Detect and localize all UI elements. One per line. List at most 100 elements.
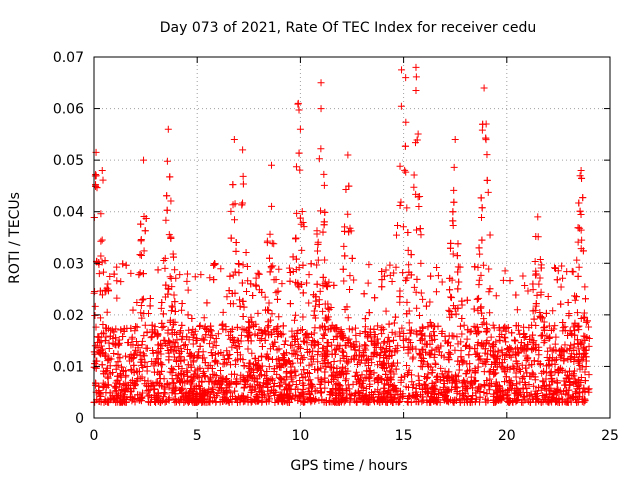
data-point: [495, 333, 503, 341]
data-point: [389, 386, 397, 394]
data-point: [406, 338, 414, 346]
data-point: [506, 397, 514, 405]
data-point: [107, 394, 115, 402]
data-point: [270, 382, 278, 390]
data-point: [299, 313, 307, 321]
data-point: [256, 372, 264, 380]
data-point: [551, 264, 559, 272]
data-point: [401, 142, 409, 150]
data-point: [316, 287, 324, 295]
data-point: [267, 264, 275, 272]
data-point: [120, 395, 128, 403]
data-point: [275, 313, 283, 321]
data-point: [130, 361, 138, 369]
data-point: [223, 359, 231, 367]
data-point: [106, 332, 114, 340]
data-point: [91, 172, 99, 180]
data-point: [520, 330, 528, 338]
data-point: [144, 392, 152, 400]
data-point: [581, 387, 589, 395]
data-point: [183, 333, 191, 341]
data-point: [300, 366, 308, 374]
data-point: [248, 386, 256, 394]
data-point: [451, 305, 459, 313]
data-point: [199, 354, 207, 362]
data-point: [196, 364, 204, 372]
data-point: [91, 311, 99, 319]
data-point: [382, 266, 390, 274]
data-point: [390, 319, 398, 327]
data-point: [549, 378, 557, 386]
data-point: [363, 333, 371, 341]
data-point: [104, 381, 112, 389]
data-point: [261, 293, 269, 301]
data-point: [212, 357, 220, 365]
data-point: [335, 384, 343, 392]
data-point: [371, 331, 379, 339]
data-point: [559, 318, 567, 326]
data-point: [585, 371, 593, 379]
data-point: [476, 383, 484, 391]
data-point: [323, 283, 331, 291]
data-point: [158, 298, 166, 306]
data-point: [207, 327, 215, 335]
data-point: [332, 345, 340, 353]
data-point: [326, 388, 334, 396]
data-point: [294, 355, 302, 363]
data-point: [299, 397, 307, 405]
data-point: [482, 398, 490, 406]
data-point: [567, 355, 575, 363]
data-point: [217, 384, 225, 392]
data-point: [264, 323, 272, 331]
data-point: [166, 318, 174, 326]
data-point: [236, 398, 244, 406]
data-point: [317, 79, 325, 87]
data-point: [377, 374, 385, 382]
data-point: [374, 335, 382, 343]
data-point: [471, 345, 479, 353]
data-point: [342, 385, 350, 393]
data-point: [95, 387, 103, 395]
data-point: [469, 384, 477, 392]
data-point: [292, 255, 300, 263]
data-point: [533, 291, 541, 299]
data-point: [282, 337, 290, 345]
data-point: [538, 314, 546, 322]
data-point: [276, 383, 284, 391]
data-point: [229, 181, 237, 189]
data-point: [156, 374, 164, 382]
data-point: [158, 382, 166, 390]
data-point: [171, 298, 179, 306]
data-point: [308, 382, 316, 390]
data-point: [544, 398, 552, 406]
data-point: [438, 370, 446, 378]
data-point: [426, 351, 434, 359]
data-point: [295, 106, 303, 114]
data-point: [387, 376, 395, 384]
data-point: [99, 383, 107, 391]
data-point: [257, 352, 265, 360]
data-point: [296, 214, 304, 222]
data-point: [168, 364, 176, 372]
data-point: [394, 359, 402, 367]
data-point: [189, 340, 197, 348]
data-point: [558, 262, 566, 270]
data-point: [347, 395, 355, 403]
data-point: [417, 289, 425, 297]
data-point: [416, 193, 424, 201]
data-point: [386, 261, 394, 269]
data-point: [354, 376, 362, 384]
data-point: [265, 299, 273, 307]
data-point: [408, 378, 416, 386]
data-point: [555, 347, 563, 355]
data-point: [471, 368, 479, 376]
data-point: [315, 301, 323, 309]
data-point: [271, 338, 279, 346]
data-point: [573, 256, 581, 264]
data-point: [279, 322, 287, 330]
data-point: [505, 398, 513, 406]
data-point: [559, 396, 567, 404]
data-point: [381, 380, 389, 388]
data-point: [239, 180, 247, 188]
data-point: [318, 388, 326, 396]
